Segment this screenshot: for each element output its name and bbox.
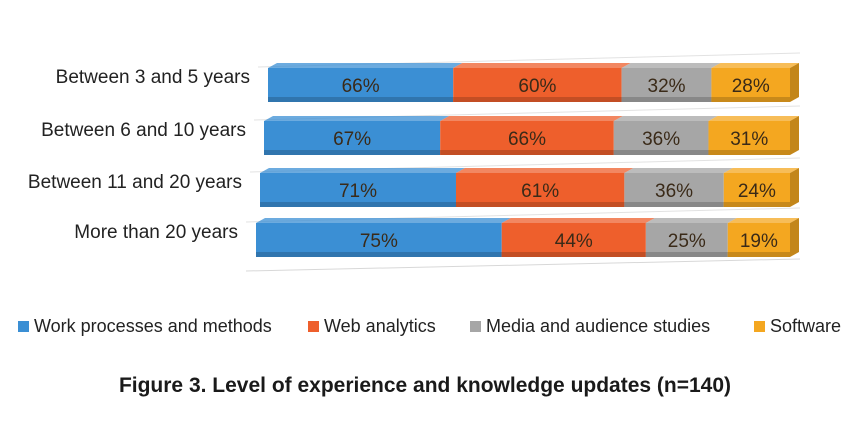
bar-top-face	[613, 116, 718, 121]
data-label: 28%	[732, 76, 770, 97]
bar-end-cap	[790, 63, 799, 102]
bar-shade	[268, 97, 454, 102]
bar-shade	[256, 252, 502, 257]
legend-swatch-web-analytics	[308, 321, 319, 332]
bar-top-face	[727, 218, 799, 223]
bar-shade	[264, 150, 441, 155]
bars: 66% 60% 32% 28% 67% 66% 36% 31% 71% 61% 36% 24% 75% 4…	[256, 63, 799, 257]
bar-shade	[501, 252, 646, 257]
bar-segment-software	[727, 223, 790, 257]
legend-label: Media and audience studies	[486, 316, 710, 336]
figure-caption: Figure 3. Level of experience and knowle…	[119, 374, 731, 397]
bar-end-cap	[790, 218, 799, 257]
bar-segment-web-analytics	[501, 223, 646, 257]
bar-end-cap	[790, 116, 799, 155]
category-label: Between 6 and 10 years	[41, 120, 246, 141]
bar-shade	[621, 97, 712, 102]
legend-label: Work processes and methods	[34, 316, 272, 336]
bar-top-face	[260, 168, 465, 173]
bar-top-face	[453, 63, 631, 68]
bar-segment-work-processes-and-methods	[256, 223, 502, 257]
bar-top-face	[268, 63, 463, 68]
legend-swatch-software	[754, 321, 765, 332]
data-label: 36%	[655, 181, 693, 202]
data-label: 66%	[342, 76, 380, 97]
bar-shade	[453, 97, 622, 102]
data-label: 24%	[738, 181, 776, 202]
bar-segment-software	[708, 121, 790, 155]
bar-top-face	[455, 168, 634, 173]
data-label: 75%	[360, 231, 398, 252]
bar-segment-media-and-audience-studies	[624, 173, 724, 207]
bar-shade	[727, 252, 790, 257]
bar-top-face	[264, 116, 450, 121]
bar-segment-media-and-audience-studies	[621, 68, 712, 102]
bar-segment-software	[711, 68, 790, 102]
data-label: 44%	[555, 231, 593, 252]
bar-segment-media-and-audience-studies	[645, 223, 728, 257]
bar-top-face	[256, 218, 511, 223]
data-label: 25%	[668, 231, 706, 252]
bar-top-face	[645, 218, 737, 223]
data-label: 66%	[508, 129, 546, 150]
legend-swatch-work-processes-and-methods	[18, 321, 29, 332]
data-label: 32%	[648, 76, 686, 97]
bar-shade	[440, 150, 614, 155]
bar-top-face	[621, 63, 721, 68]
bar-segment-work-processes-and-methods	[264, 121, 441, 155]
bar-segment-work-processes-and-methods	[260, 173, 456, 207]
bar-segment-work-processes-and-methods	[268, 68, 454, 102]
data-label: 31%	[730, 129, 768, 150]
gridline-baseline	[245, 258, 801, 272]
bar-shade	[711, 97, 790, 102]
bar-top-face	[711, 63, 799, 68]
bar-shade	[708, 150, 790, 155]
bar-top-face	[708, 116, 799, 121]
legend-label: Web analytics	[324, 316, 436, 336]
legend-label: Software	[770, 316, 841, 336]
bar-top-face	[723, 168, 799, 173]
bar-segment-media-and-audience-studies	[613, 121, 709, 155]
category-labels: Between 3 and 5 years Between 6 and 10 ye…	[28, 67, 250, 243]
bar-shade	[723, 202, 790, 207]
bar-segment-web-analytics	[455, 173, 625, 207]
data-label: 71%	[339, 181, 377, 202]
data-label: 19%	[740, 231, 778, 252]
bar-segment-web-analytics	[440, 121, 614, 155]
bar-top-face	[501, 218, 655, 223]
legend-swatch-media-and-audience-studies	[470, 321, 481, 332]
bar-segment-web-analytics	[453, 68, 622, 102]
bar-top-face	[440, 116, 623, 121]
bar-segment-software	[723, 173, 790, 207]
bar-shade	[455, 202, 625, 207]
data-label: 60%	[518, 76, 556, 97]
data-label: 61%	[521, 181, 559, 202]
bar-shade	[645, 252, 728, 257]
bar-shade	[624, 202, 724, 207]
bar-end-cap	[790, 168, 799, 207]
data-label: 36%	[642, 129, 680, 150]
bar-shade	[613, 150, 709, 155]
bar-shade	[260, 202, 456, 207]
category-label: More than 20 years	[74, 222, 238, 243]
bar-top-face	[624, 168, 733, 173]
category-label: Between 11 and 20 years	[28, 172, 242, 193]
category-label: Between 3 and 5 years	[56, 67, 250, 88]
data-label: 67%	[333, 129, 371, 150]
legend: Work processes and methods Web analytics M…	[18, 316, 841, 336]
